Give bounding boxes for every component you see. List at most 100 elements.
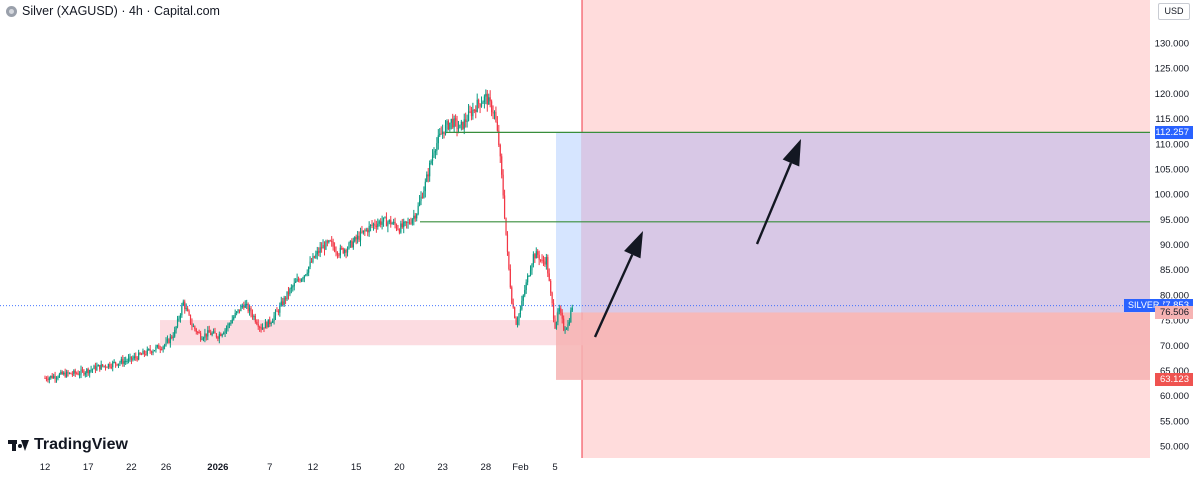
candle-body [501, 156, 503, 175]
candle-body [67, 371, 69, 374]
candle-body [139, 352, 141, 355]
candle-body [408, 222, 411, 224]
candle-body [76, 373, 78, 375]
candle-body [277, 310, 279, 313]
candle-body [81, 369, 84, 371]
candle-body [511, 287, 513, 304]
currency-selector[interactable]: USD [1158, 3, 1190, 20]
price-tick-label: 50.000 [1160, 442, 1189, 453]
candle-body [117, 363, 120, 366]
candle-body [440, 133, 442, 135]
candle-body [565, 328, 568, 330]
arrow-up-large[interactable] [755, 139, 801, 245]
candle-body [293, 282, 295, 287]
candle-body [64, 372, 66, 377]
candle-body [243, 305, 245, 308]
candle-body [109, 363, 111, 367]
candle-body [444, 124, 447, 135]
candle-body [537, 251, 539, 255]
candle-body [283, 297, 285, 305]
candle-body [86, 369, 88, 373]
candle-body [99, 364, 101, 370]
time-axis[interactable] [0, 458, 1150, 477]
candle-body [548, 273, 550, 281]
candle-body [560, 308, 562, 313]
candle-body [58, 373, 61, 378]
candle-body [505, 217, 507, 235]
candle-body [443, 131, 445, 135]
candle-body [116, 363, 118, 366]
candle-body [547, 257, 549, 274]
arrow-head [624, 231, 643, 259]
candle-body [125, 360, 127, 362]
candle-body [259, 326, 261, 328]
candle-body [187, 308, 189, 312]
candle-body [534, 254, 536, 259]
candle-body [514, 307, 516, 318]
candle-body [63, 372, 65, 375]
candle-body [545, 257, 547, 265]
candle-body [127, 358, 130, 361]
time-tick-label: 2026 [207, 462, 228, 473]
candle-body [204, 333, 206, 339]
candle-body [326, 241, 328, 243]
candle-body [509, 268, 511, 288]
candle-body [201, 339, 203, 341]
candle-body [472, 109, 474, 117]
candle-body [463, 119, 465, 129]
candle-body [195, 329, 197, 332]
candle-body [308, 266, 310, 273]
candle-body [228, 323, 231, 325]
candle-body [254, 316, 256, 322]
candle-body [197, 331, 199, 333]
candle-body [223, 333, 225, 335]
candle-body [270, 322, 272, 325]
candle-body [454, 118, 457, 121]
candle-body [508, 251, 510, 269]
candle-body [434, 150, 437, 153]
candle-body [119, 362, 121, 364]
candle-body [430, 160, 432, 164]
candle-body [152, 351, 154, 353]
candle-body [462, 121, 464, 129]
candle-body [404, 221, 406, 223]
candle-body [227, 324, 229, 328]
tradingview-logo[interactable]: TradingView [8, 436, 128, 454]
time-tick-label: 20 [394, 462, 405, 473]
candle-body [310, 261, 313, 263]
candle-body [532, 254, 534, 265]
candle-body [44, 377, 46, 379]
candle-body [47, 379, 49, 381]
candle-body [502, 174, 504, 196]
candle-body [138, 352, 140, 360]
candle-body [74, 370, 76, 374]
candle-body [192, 326, 194, 328]
candle-body [342, 248, 344, 254]
candle-body [51, 375, 53, 379]
candle-body [539, 259, 542, 261]
candle-body [380, 221, 382, 225]
candle-body [247, 303, 249, 312]
candle-body [418, 201, 421, 206]
candle-body [94, 365, 97, 371]
price-tick-label: 60.000 [1160, 391, 1189, 402]
candle-body [568, 322, 571, 325]
price-tick-label: 120.000 [1155, 89, 1189, 100]
candle-body [535, 251, 537, 259]
candle-body [238, 309, 241, 312]
candle-body [427, 174, 429, 177]
arrow-up-small[interactable] [593, 231, 643, 338]
candle-body [341, 247, 343, 249]
candle-body [149, 349, 151, 352]
candle-body [506, 234, 509, 252]
price-axis[interactable] [1150, 0, 1199, 477]
candle-body [339, 247, 341, 256]
candle-body [359, 231, 362, 241]
candle-body [446, 121, 448, 125]
candle-body [558, 308, 560, 312]
chart-title[interactable]: Silver (XAGUSD) · 4h · Capital.com [6, 3, 220, 19]
candle-body [153, 350, 156, 352]
candle-body [78, 374, 81, 376]
candle-body [436, 143, 438, 151]
